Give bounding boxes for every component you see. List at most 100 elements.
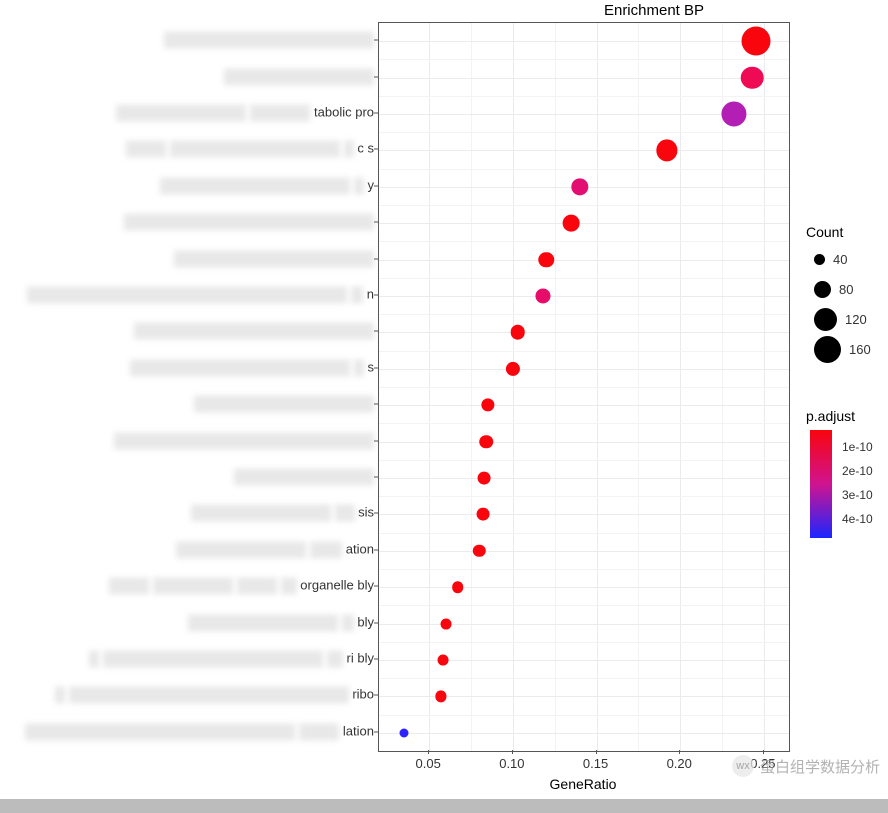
data-point: [400, 728, 409, 737]
y-category-label: n: [4, 286, 374, 303]
y-category-label: [4, 68, 374, 85]
y-category-label: [4, 323, 374, 340]
legend-padjust-tick: [833, 447, 837, 448]
legend-padjust-tick: [833, 519, 837, 520]
data-point: [437, 655, 448, 666]
gridline-h-minor: [379, 278, 789, 279]
x-axis-tick-label: 0.20: [667, 756, 692, 771]
y-axis-tick: [374, 440, 378, 441]
y-axis-tick: [374, 40, 378, 41]
gridline-h: [379, 332, 789, 333]
gridline-h-minor: [379, 715, 789, 716]
y-category-label: [4, 250, 374, 267]
data-point: [473, 545, 485, 557]
y-axis-tick: [374, 113, 378, 114]
wechat-icon: wx: [732, 755, 754, 777]
y-axis-tick: [374, 331, 378, 332]
gridline-h: [379, 296, 789, 297]
y-category-label: c s: [4, 141, 374, 158]
y-axis-tick: [374, 622, 378, 623]
gridline-h: [379, 587, 789, 588]
y-category-label: organelle bly: [4, 578, 374, 595]
gridline-h: [379, 369, 789, 370]
data-point: [452, 581, 464, 593]
gridline-h: [379, 260, 789, 261]
data-point: [741, 66, 764, 89]
data-point: [539, 252, 554, 267]
x-axis-tick: [512, 750, 513, 754]
legend-padjust-tick-label: 1e-10: [842, 440, 873, 454]
legend-count-label: 40: [833, 252, 847, 267]
data-point: [440, 618, 451, 629]
data-point: [481, 399, 494, 412]
y-axis-tick: [374, 659, 378, 660]
gridline-h-minor: [379, 496, 789, 497]
gridline-h-minor: [379, 533, 789, 534]
x-axis-label: GeneRatio: [378, 776, 788, 792]
data-point: [563, 215, 580, 232]
data-point: [571, 178, 588, 195]
legend-padjust-title: p.adjust: [806, 408, 886, 424]
data-point: [506, 362, 520, 376]
y-category-label: ri bly: [4, 650, 374, 667]
bottom-bar: [0, 799, 888, 813]
watermark: wx 蛋白组学数据分析: [732, 755, 880, 777]
legend-count-item: 40: [806, 244, 886, 274]
legend-count-title: Count: [806, 224, 886, 240]
gridline-h-minor: [379, 642, 789, 643]
legend-padjust-tick-label: 3e-10: [842, 488, 873, 502]
legend-count-item: 120: [806, 304, 886, 334]
x-axis-tick: [428, 750, 429, 754]
y-category-label: ation: [4, 541, 374, 558]
x-axis-tick: [763, 750, 764, 754]
y-axis-tick: [374, 404, 378, 405]
watermark-text: 蛋白组学数据分析: [760, 756, 880, 777]
y-axis-tick: [374, 367, 378, 368]
data-point: [741, 27, 770, 56]
data-point: [656, 140, 677, 161]
gridline-h: [379, 41, 789, 42]
y-axis-tick: [374, 731, 378, 732]
legend-count: Count 40 80 120160: [806, 224, 886, 364]
chart-title: Enrichment BP: [210, 2, 888, 19]
gridline-h-minor: [379, 59, 789, 60]
gridline-h-minor: [379, 169, 789, 170]
x-axis-tick: [596, 750, 597, 754]
data-point: [479, 435, 493, 449]
y-category-label: [4, 32, 374, 49]
gridline-h-minor: [379, 132, 789, 133]
gridline-h: [379, 478, 789, 479]
plot-panel: [378, 22, 790, 752]
y-axis-tick: [374, 477, 378, 478]
y-axis-tick: [374, 76, 378, 77]
y-category-label: lation: [4, 723, 374, 740]
gridline-h-minor: [379, 205, 789, 206]
legend-count-dot: [814, 281, 831, 298]
legend-count-label: 80: [839, 282, 853, 297]
gridline-h: [379, 223, 789, 224]
y-axis-tick: [374, 513, 378, 514]
legend-padjust-tick: [833, 495, 837, 496]
legend-count-item: 160: [806, 334, 886, 364]
chart-container: Enrichment BP tabolic pro c s y n s sis …: [0, 0, 888, 813]
legend-count-dot: [814, 254, 825, 265]
data-point: [478, 472, 491, 485]
gridline-h-minor: [379, 678, 789, 679]
y-category-label: sis: [4, 505, 374, 522]
y-axis-tick: [374, 222, 378, 223]
y-category-label: ribo: [4, 687, 374, 704]
gridline-h: [379, 514, 789, 515]
legend-padjust-tick-label: 2e-10: [842, 464, 873, 478]
legend-padjust-tick: [833, 471, 837, 472]
gridline-h-minor: [379, 351, 789, 352]
data-point: [476, 508, 489, 521]
x-axis-tick-label: 0.05: [416, 756, 441, 771]
y-category-label: s: [4, 359, 374, 376]
y-axis-tick: [374, 258, 378, 259]
gridline-h-minor: [379, 96, 789, 97]
data-point: [511, 325, 526, 340]
gridline-h-minor: [379, 387, 789, 388]
y-axis-tick: [374, 185, 378, 186]
legend-count-dot: [814, 336, 841, 363]
gridline-h: [379, 733, 789, 734]
